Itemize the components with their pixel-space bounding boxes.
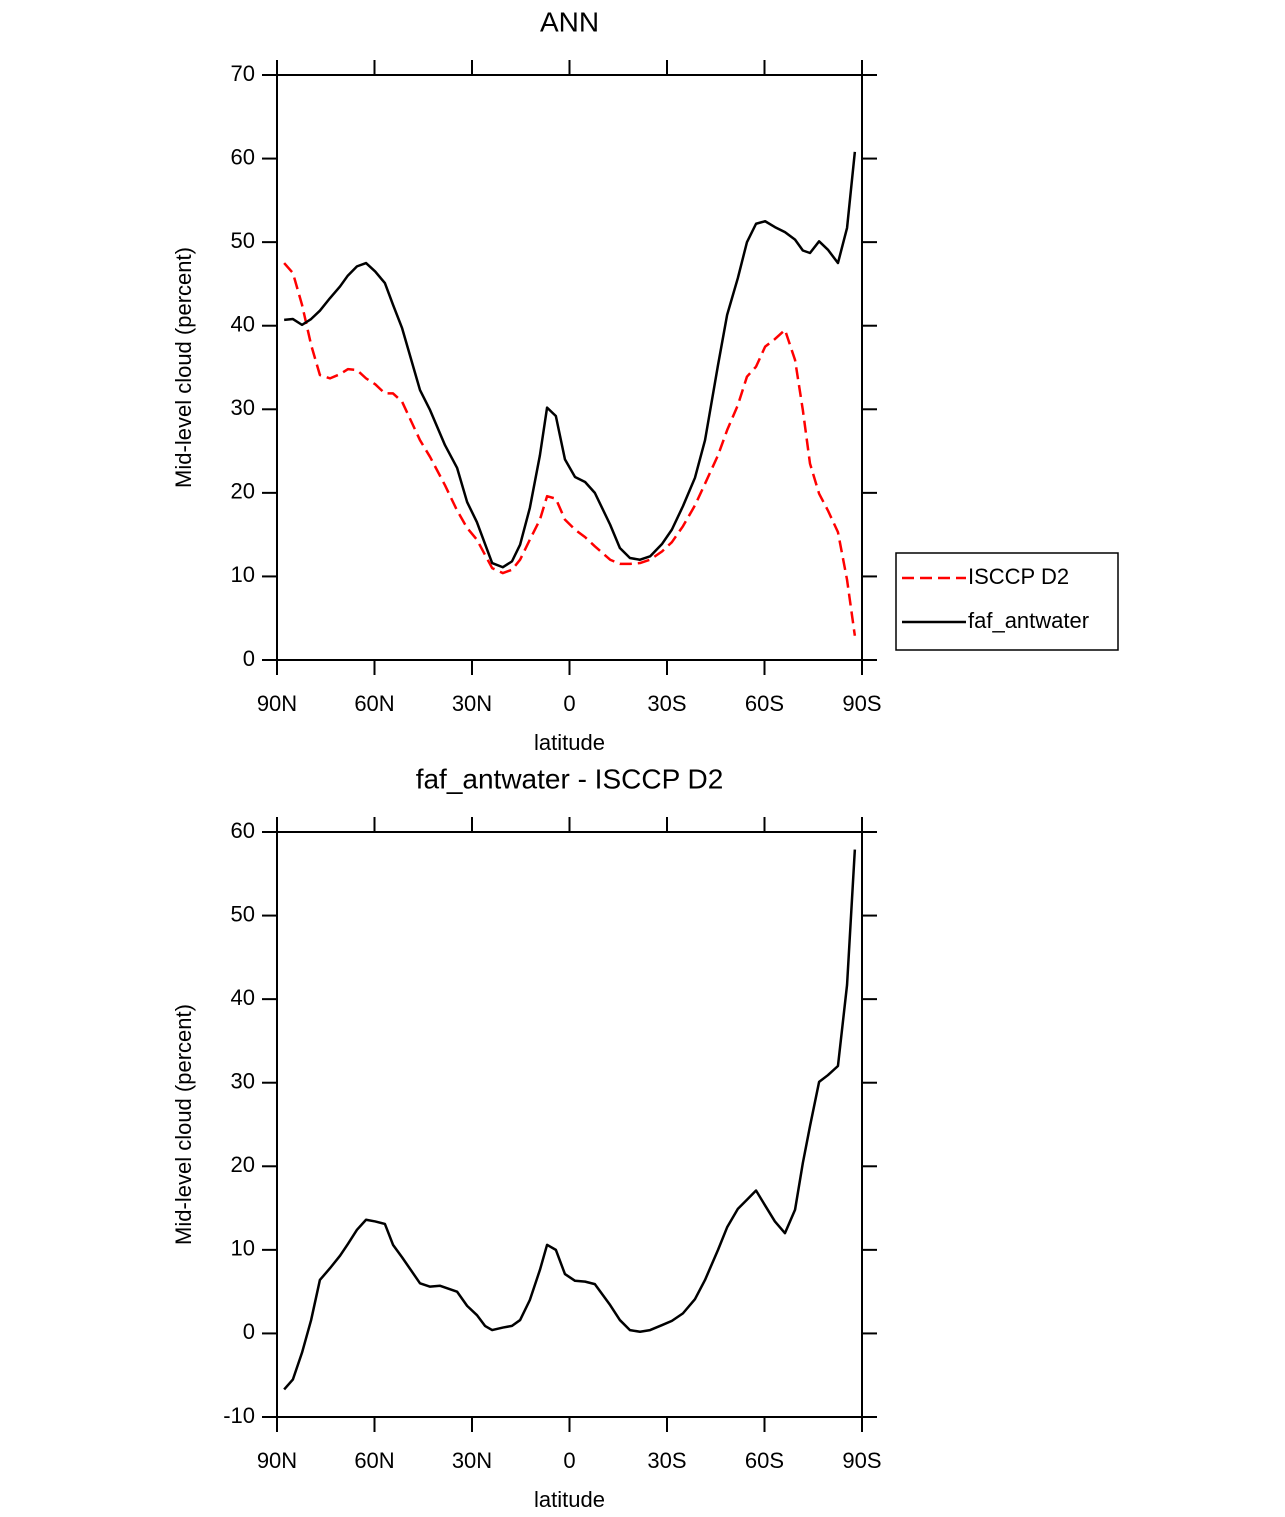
y-tick-label: -10	[223, 1403, 255, 1428]
plot-frame	[276, 74, 863, 661]
x-tick-label: 60N	[354, 691, 394, 716]
x-tick-label: 30N	[452, 1448, 492, 1473]
y-tick-label: 60	[231, 144, 255, 169]
x-axis-label: latitude	[534, 730, 605, 755]
legend-label: faf_antwater	[968, 608, 1089, 633]
chart-title: ANN	[540, 6, 599, 37]
y-tick-label: 60	[231, 818, 255, 843]
x-tick-label: 30S	[647, 691, 686, 716]
y-tick-label: 70	[231, 61, 255, 86]
y-tick-label: 30	[231, 1069, 255, 1094]
chart-title: faf_antwater - ISCCP D2	[416, 763, 724, 794]
y-tick-label: 20	[231, 1152, 255, 1177]
x-tick-label: 0	[563, 691, 575, 716]
y-tick-label: 10	[231, 562, 255, 587]
x-tick-label: 30S	[647, 1448, 686, 1473]
x-tick-label: 60N	[354, 1448, 394, 1473]
y-axis-label: Mid-level cloud (percent)	[171, 1004, 196, 1245]
series-line	[284, 151, 857, 569]
x-tick-label: 60S	[745, 1448, 784, 1473]
x-tick-label: 60S	[745, 691, 784, 716]
x-axis-label: latitude	[534, 1487, 605, 1512]
y-tick-label: 50	[231, 901, 255, 926]
y-tick-label: 10	[231, 1236, 255, 1261]
legend-box	[895, 552, 1119, 651]
x-tick-label: 90S	[842, 691, 881, 716]
y-tick-label: 0	[243, 646, 255, 671]
series-line	[283, 849, 857, 1391]
series-line	[283, 262, 857, 636]
x-tick-label: 90N	[257, 1448, 297, 1473]
plot-frame	[276, 831, 863, 1418]
y-tick-label: 0	[243, 1319, 255, 1344]
x-tick-label: 30N	[452, 691, 492, 716]
y-tick-label: 30	[231, 395, 255, 420]
x-tick-label: 0	[563, 1448, 575, 1473]
x-tick-label: 90S	[842, 1448, 881, 1473]
y-tick-label: 20	[231, 479, 255, 504]
y-tick-label: 50	[231, 228, 255, 253]
x-tick-label: 90N	[257, 691, 297, 716]
legend-label: ISCCP D2	[968, 564, 1069, 589]
y-tick-label: 40	[231, 312, 255, 337]
y-axis-label: Mid-level cloud (percent)	[171, 247, 196, 488]
y-tick-label: 40	[231, 985, 255, 1010]
